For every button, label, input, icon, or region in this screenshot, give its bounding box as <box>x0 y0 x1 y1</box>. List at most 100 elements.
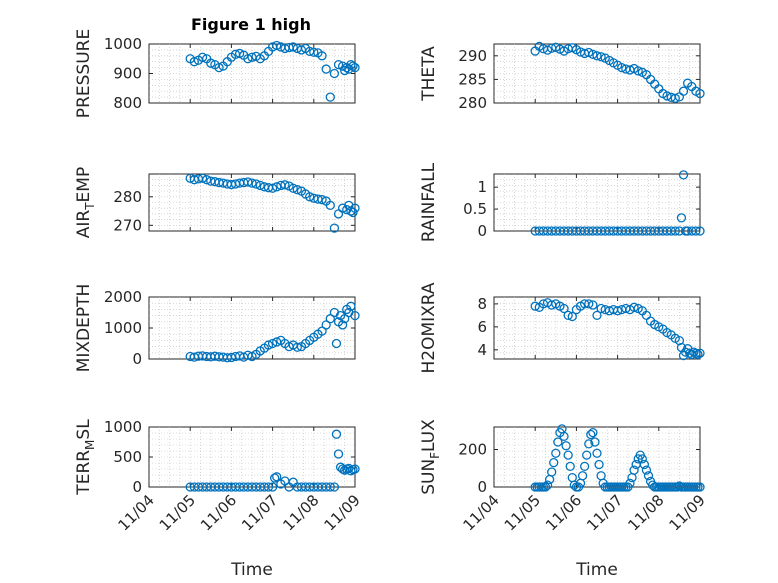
data-point <box>582 450 592 460</box>
data-point <box>596 52 606 62</box>
x-axis-label: Time <box>230 560 273 580</box>
data-point <box>567 311 577 322</box>
data-point <box>234 48 245 59</box>
x-tick-label: 11/08 <box>624 491 667 534</box>
data-point <box>540 482 551 492</box>
data-point <box>313 194 323 204</box>
data-point <box>559 431 569 442</box>
data-point <box>691 348 701 358</box>
data-point <box>189 57 199 67</box>
data-point <box>350 464 360 474</box>
y-tick-label: 500 <box>113 448 142 466</box>
data-point <box>344 463 354 474</box>
y-axis-label: TERRMSL <box>74 419 97 496</box>
data-point <box>317 51 327 61</box>
y-tick-label: 2000 <box>104 288 142 306</box>
data-point <box>592 51 602 61</box>
y-tick-label: 800 <box>113 94 142 112</box>
data-point <box>325 482 335 492</box>
data-point <box>547 467 557 477</box>
data-point <box>280 180 290 190</box>
y-axis-label: RAINFALL <box>419 162 439 242</box>
data-point <box>329 223 340 233</box>
data-point <box>329 68 340 79</box>
data-point <box>549 457 559 468</box>
x-tick-label: 11/07 <box>583 491 626 534</box>
data-point <box>551 448 561 458</box>
data-point <box>633 66 643 76</box>
data-point <box>214 62 224 73</box>
data-point <box>590 437 600 447</box>
data-point <box>305 192 315 202</box>
y-tick-label: 290 <box>458 47 487 65</box>
data-point <box>272 472 282 482</box>
x-tick-label: 11/09 <box>321 491 364 534</box>
data-point <box>202 175 212 185</box>
data-point <box>670 226 680 236</box>
x-tick-label: 11/04 <box>115 491 158 534</box>
data-point <box>641 465 652 475</box>
data-point <box>588 427 598 438</box>
data-point <box>251 179 261 189</box>
data-point <box>565 461 575 472</box>
data-point <box>530 301 540 311</box>
data-point <box>267 183 278 193</box>
data-point <box>596 303 606 314</box>
y-axis-label: THETA <box>419 46 439 102</box>
subplot-mixdepth: 0 1000 2000 MIXDEPTH <box>74 284 360 372</box>
data-point <box>678 170 689 180</box>
data-point <box>559 303 569 314</box>
data-point <box>695 226 705 236</box>
data-point <box>325 92 335 102</box>
data-point <box>243 54 253 64</box>
data-point <box>340 314 350 324</box>
data-point <box>272 182 282 192</box>
data-point <box>272 40 282 51</box>
data-point <box>346 301 356 311</box>
data-point <box>348 207 358 218</box>
data-point <box>350 310 360 321</box>
data-point <box>563 310 573 321</box>
data-point <box>553 437 563 447</box>
data-point <box>695 482 705 492</box>
data-point <box>629 302 639 312</box>
data-point <box>325 200 335 211</box>
y-tick-label: 1000 <box>104 418 142 436</box>
y-tick-label: 0 <box>132 478 142 496</box>
data-point <box>637 454 647 464</box>
data-point <box>676 213 687 223</box>
subplot-terr_msl: 0 500 1000 TERRMSL 11/0411/0511/0611/0711/08… <box>74 418 364 580</box>
y-tick-label: 1 <box>477 178 487 196</box>
data-point <box>270 473 280 483</box>
figure-title: Figure 1 high <box>191 15 311 34</box>
data-point <box>594 459 604 470</box>
x-tick-label: 11/08 <box>279 491 322 534</box>
data-point <box>309 47 319 57</box>
x-tick-label: 11/06 <box>542 491 585 534</box>
data-point <box>563 450 573 460</box>
data-point <box>678 86 689 96</box>
data-point <box>588 300 598 310</box>
x-tick-label: 11/06 <box>197 491 240 534</box>
data-point <box>643 471 654 481</box>
y-axis-label: SUNFLUX <box>419 419 442 495</box>
data-point <box>639 459 650 470</box>
data-point <box>625 478 635 488</box>
data-point <box>288 183 298 193</box>
x-tick-label: 11/09 <box>666 491 709 534</box>
data-point <box>662 91 672 101</box>
y-tick-label: 1000 <box>104 319 142 337</box>
y-tick-label: 200 <box>458 441 487 459</box>
data-point <box>243 177 253 187</box>
data-point <box>255 180 265 191</box>
data-point <box>317 326 327 336</box>
y-tick-label: 0 <box>477 478 487 496</box>
data-point <box>584 439 594 449</box>
data-point <box>292 185 302 195</box>
data-point <box>542 480 553 490</box>
y-tick-label: 0 <box>132 350 142 368</box>
x-tick-label: 11/05 <box>501 491 544 534</box>
data-point <box>288 42 298 52</box>
data-point <box>321 64 331 74</box>
subplot-theta: 280 285 290 THETA <box>419 41 705 112</box>
